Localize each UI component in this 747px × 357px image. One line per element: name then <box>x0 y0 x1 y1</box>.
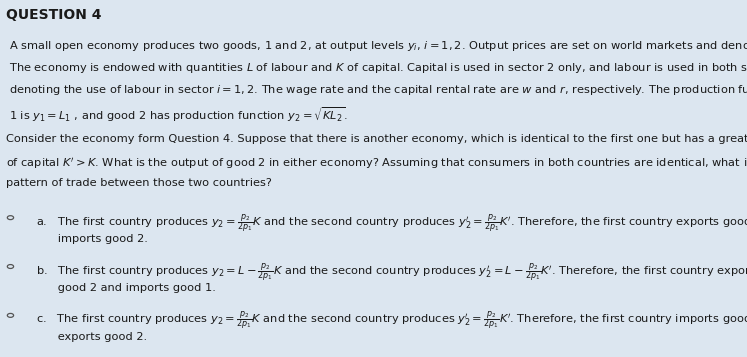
Text: The economy is endowed with quantities $L$ of labour and $K$ of capital. Capital: The economy is endowed with quantities $… <box>9 61 747 75</box>
Text: Consider the economy form Question 4. Suppose that there is another economy, whi: Consider the economy form Question 4. Su… <box>6 134 747 144</box>
Text: denoting the use of labour in sector $i = 1, 2$. The wage rate and the capital r: denoting the use of labour in sector $i … <box>9 83 747 97</box>
Text: imports good 2.: imports good 2. <box>36 234 148 244</box>
Text: 1 is $y_1 = L_1$ , and good 2 has production function $y_2 = \sqrt{KL_2}$.: 1 is $y_1 = L_1$ , and good 2 has produc… <box>9 105 347 124</box>
Text: good 2 and imports good 1.: good 2 and imports good 1. <box>36 283 216 293</box>
Text: A small open economy produces two goods, 1 and 2, at output levels $y_i$, $i = 1: A small open economy produces two goods,… <box>9 39 747 52</box>
Text: b.   The first country produces $y_2 = L - \frac{p_2}{2p_1}K$ and the second cou: b. The first country produces $y_2 = L -… <box>36 261 747 283</box>
Text: pattern of trade between those two countries?: pattern of trade between those two count… <box>6 178 272 188</box>
Text: c.   The first country produces $y_2 = \frac{p_2}{2p_1}K$ and the second country: c. The first country produces $y_2 = \fr… <box>36 310 747 332</box>
Text: a.   The first country produces $y_2 = \frac{p_2}{2p_1}K$ and the second country: a. The first country produces $y_2 = \fr… <box>36 212 747 235</box>
Text: QUESTION 4: QUESTION 4 <box>6 7 102 22</box>
Text: of capital $K' > K$. What is the output of good 2 in either economy? Assuming th: of capital $K' > K$. What is the output … <box>6 156 747 171</box>
Text: exports good 2.: exports good 2. <box>36 332 147 342</box>
